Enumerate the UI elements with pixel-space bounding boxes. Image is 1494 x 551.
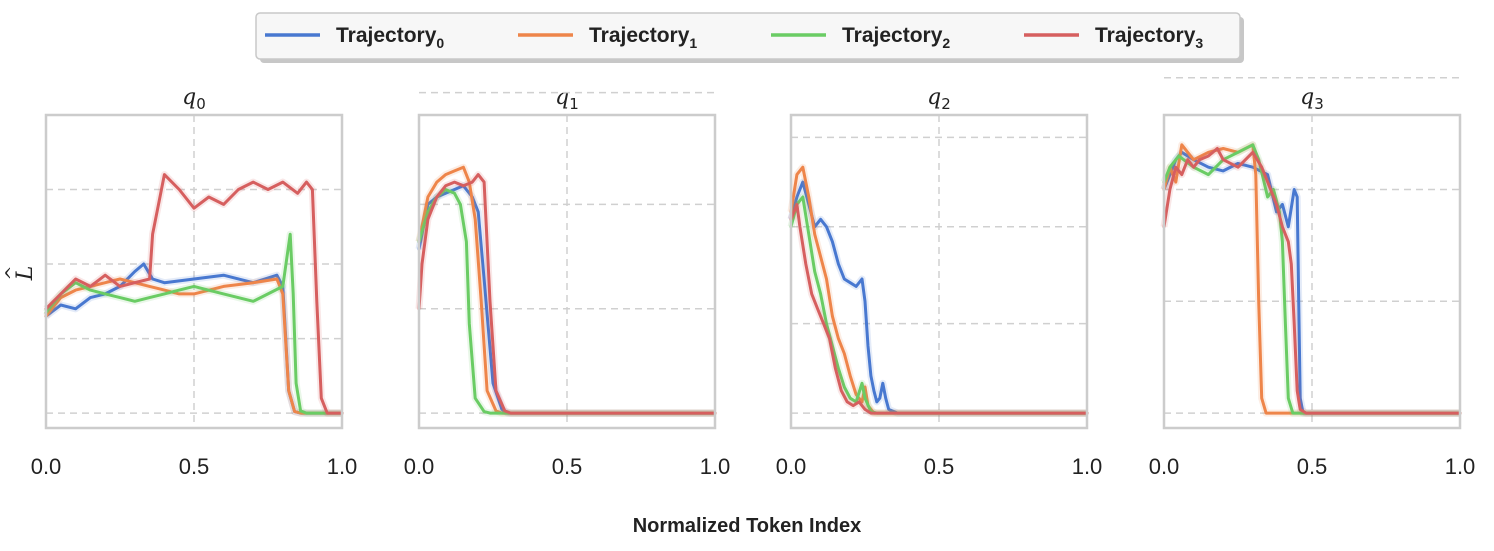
- axes-frame: [789, 113, 1089, 430]
- legend-label-2: Trajectory2: [842, 24, 950, 51]
- x-tick-label: 0.0: [1149, 454, 1180, 479]
- axes-frame: [44, 113, 344, 430]
- y-label-text: L: [13, 266, 38, 282]
- x-tick-label: 0.0: [404, 454, 435, 479]
- legend-label-0: Trajectory0: [336, 24, 444, 51]
- series-line-trajectory-3: [417, 173, 717, 415]
- axes-frame: [1162, 113, 1462, 430]
- x-tick-label: 0.0: [31, 454, 62, 479]
- panel-q2: q2 0.0 0.5 1.0: [776, 85, 1103, 479]
- panel-title: q2: [927, 85, 951, 113]
- x-tick-label: 0.5: [1297, 454, 1328, 479]
- x-tick-label: 1.0: [1072, 454, 1103, 479]
- y-label-accent: ^: [2, 265, 23, 280]
- axes-frame: [417, 113, 717, 430]
- legend-label-3: Trajectory3: [1095, 24, 1203, 51]
- x-tick-label: 0.5: [924, 454, 955, 479]
- x-tick-label: 0.0: [776, 454, 807, 479]
- y-axis-label: L ^: [2, 265, 38, 281]
- x-tick-label: 1.0: [327, 454, 358, 479]
- legend: Trajectory0 Trajectory1 Trajectory2 Traj…: [255, 12, 1244, 63]
- x-tick-label: 0.5: [552, 454, 583, 479]
- series-line-trajectory-3: [44, 173, 344, 415]
- x-axis-label: Normalized Token Index: [633, 515, 862, 537]
- legend-box: [255, 12, 1241, 60]
- series-line-trajectory-1: [789, 165, 1089, 415]
- x-tick-label: 0.5: [179, 454, 210, 479]
- series-line-trajectory-2: [789, 195, 1089, 415]
- panel-title: q3: [1300, 85, 1324, 113]
- series-line-trajectory-3: [1162, 147, 1462, 415]
- x-tick-label: 1.0: [1445, 454, 1476, 479]
- panel-q3: q3 0.0 0.5 1.0: [1149, 76, 1476, 479]
- panel-q0: q0 0.0 0.5 1.0: [31, 85, 358, 479]
- series-line-trajectory-3: [789, 202, 1089, 415]
- panel-title: q0: [182, 85, 206, 113]
- panel-title: q1: [555, 85, 579, 113]
- legend-label-1: Trajectory1: [589, 24, 697, 51]
- x-tick-label: 1.0: [700, 454, 731, 479]
- panel-q1: q1 0.0 0.5 1.0: [404, 85, 731, 479]
- series-line-trajectory-2: [44, 232, 344, 415]
